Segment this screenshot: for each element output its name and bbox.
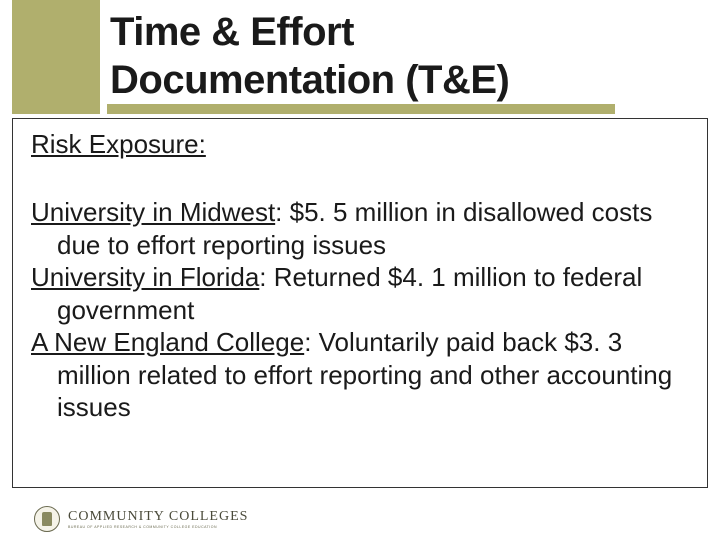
logo-sub-text: BUREAU OF APPLIED RESEARCH & COMMUNITY C… xyxy=(68,525,248,529)
risk-item-2-lead: University in Florida xyxy=(31,262,259,292)
slide-title: Time & Effort Documentation (T&E) xyxy=(110,8,509,104)
header-accent-block xyxy=(12,0,100,114)
risk-item-3: A New England College: Voluntarily paid … xyxy=(31,326,689,424)
logo-main-text: COMMUNITY COLLEGES xyxy=(68,510,248,524)
seal-inner-icon xyxy=(42,512,52,526)
seal-icon xyxy=(34,506,60,532)
title-underline xyxy=(107,104,615,114)
content-frame: Risk Exposure: University in Midwest: $5… xyxy=(12,118,708,488)
title-line-2: Documentation (T&E) xyxy=(110,58,509,102)
subtitle: Risk Exposure: xyxy=(31,129,689,160)
risk-item-2: University in Florida: Returned $4. 1 mi… xyxy=(31,261,689,326)
title-line-1: Time & Effort xyxy=(110,10,354,54)
risk-item-1: University in Midwest: $5. 5 million in … xyxy=(31,196,689,261)
header-region: Time & Effort Documentation (T&E) xyxy=(0,0,720,116)
footer-logo: COMMUNITY COLLEGES BUREAU OF APPLIED RES… xyxy=(34,506,248,532)
logo-text-block: COMMUNITY COLLEGES BUREAU OF APPLIED RES… xyxy=(68,510,248,529)
risk-item-1-lead: University in Midwest xyxy=(31,197,275,227)
risk-item-3-lead: A New England College xyxy=(31,327,304,357)
